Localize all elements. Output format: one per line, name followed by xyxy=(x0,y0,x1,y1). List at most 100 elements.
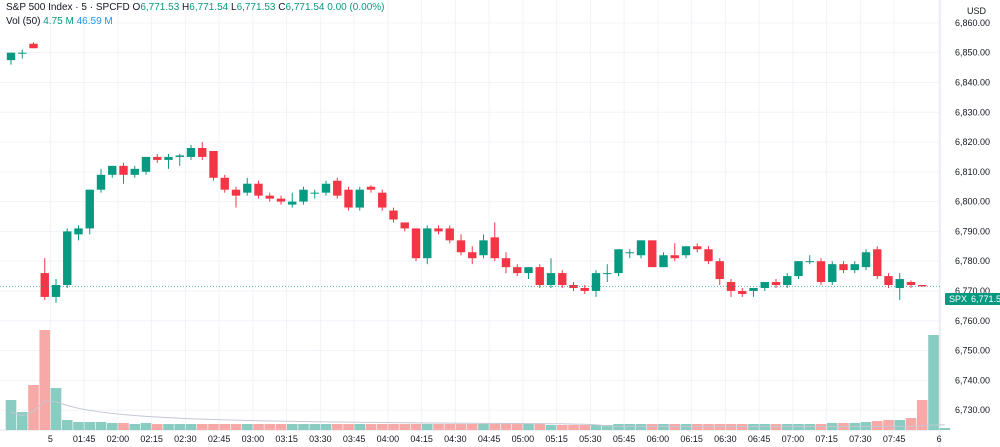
candle-body xyxy=(614,249,623,274)
close-label: C xyxy=(278,2,286,13)
candle-body xyxy=(468,252,477,259)
time-tick-label: 02:45 xyxy=(208,434,231,444)
candle-body xyxy=(445,228,454,241)
candle-body xyxy=(850,264,859,271)
low-value: 6,771.53 xyxy=(236,2,276,13)
volume-bar xyxy=(421,424,433,430)
time-tick-label: 6 xyxy=(937,434,942,444)
grid-lines xyxy=(0,0,941,447)
price-tick-label: 6,830.00 xyxy=(955,107,990,117)
volume-bar xyxy=(658,424,669,430)
candle-body xyxy=(231,189,241,196)
volume-bar xyxy=(39,330,51,430)
volume-bar xyxy=(264,424,276,430)
volume-bar xyxy=(185,424,197,430)
candle-body xyxy=(265,195,274,199)
volume-bar xyxy=(140,423,152,430)
volume-bar xyxy=(28,385,39,430)
candle-body xyxy=(771,282,781,286)
candle-body xyxy=(828,264,837,283)
time-tick-label: 03:30 xyxy=(309,434,332,444)
candle-body xyxy=(141,156,151,172)
price-tick-label: 6,810.00 xyxy=(955,167,990,177)
volume-bar xyxy=(174,424,186,430)
volume-bar xyxy=(5,400,17,430)
volume-bar xyxy=(241,424,253,430)
volume-bar xyxy=(466,424,478,430)
price-tick-label: 6,860.00 xyxy=(955,18,990,28)
time-tick-label: 07:45 xyxy=(883,434,906,444)
candle-body xyxy=(501,258,511,268)
high-value: 6,771.54 xyxy=(189,2,229,13)
time-tick-label: 07:15 xyxy=(815,434,838,444)
low-label: L xyxy=(231,2,237,13)
candle-body xyxy=(411,228,421,259)
candle-body xyxy=(895,279,904,288)
volume-ma-value: 46.59 M xyxy=(76,16,113,27)
volume-bar xyxy=(894,420,906,430)
candle-body xyxy=(310,192,319,194)
volume-bar xyxy=(95,422,107,430)
volume-bar xyxy=(298,424,309,430)
candle-body xyxy=(288,201,297,205)
volume-bar xyxy=(804,424,816,430)
volume-bar xyxy=(106,423,118,430)
legend-volume: Vol (50) 4.75 M 46.59 M xyxy=(6,16,113,27)
candle-body xyxy=(321,183,331,193)
symbol-title[interactable]: S&P 500 Index · 5 · SPCFD xyxy=(6,2,130,13)
time-tick-label: 04:15 xyxy=(410,434,433,444)
last-price-value: 6,771.54 xyxy=(971,294,1000,304)
volume-bar xyxy=(118,423,129,430)
price-axis[interactable]: 6,860.00 6,850.00 6,840.00 6,830.00 6,820.00… xyxy=(955,18,990,415)
price-tick-label: 6,800.00 xyxy=(955,197,990,207)
time-tick-label: 03:15 xyxy=(275,434,298,444)
price-tick-label: 6,740.00 xyxy=(955,375,990,385)
candle-body xyxy=(805,261,814,263)
volume-bar xyxy=(511,424,523,430)
time-tick-label: 04:45 xyxy=(478,434,501,444)
candle-body xyxy=(29,43,38,49)
candle-body xyxy=(85,189,94,229)
time-tick-label: 02:00 xyxy=(107,434,130,444)
volume-bar xyxy=(320,424,332,430)
volume-bar xyxy=(781,424,793,430)
candle-body xyxy=(276,198,286,202)
candle-body xyxy=(40,273,49,297)
currency-label[interactable]: USD xyxy=(966,6,986,16)
volume-bar xyxy=(793,424,804,430)
candle-body xyxy=(209,150,218,178)
volume-bar xyxy=(568,425,579,430)
candle-body xyxy=(299,189,308,202)
volume-value: 4.75 M xyxy=(43,16,74,27)
volume-ma-line xyxy=(10,400,945,427)
candle-body xyxy=(186,147,196,157)
candle-body xyxy=(794,261,803,277)
volume-bar xyxy=(736,424,748,430)
volume-bar xyxy=(748,424,759,430)
candle-body xyxy=(861,252,871,268)
volume-bar xyxy=(489,424,501,430)
candle-body xyxy=(749,287,758,291)
price-tick-label: 6,730.00 xyxy=(955,405,990,415)
volume-label[interactable]: Vol (50) xyxy=(6,16,41,27)
time-tick-label: 07:30 xyxy=(849,434,872,444)
candle-body xyxy=(715,261,724,280)
volume-bar xyxy=(163,424,174,430)
candle-body xyxy=(580,287,589,291)
candle-body xyxy=(783,276,792,286)
volume-bar xyxy=(624,424,636,430)
volume-bar xyxy=(556,425,568,430)
volume-bar xyxy=(905,418,917,430)
volume-bar xyxy=(129,424,141,430)
price-tick-label: 6,820.00 xyxy=(955,137,990,147)
volume-bar xyxy=(433,424,444,430)
volume-bar xyxy=(939,428,951,430)
candle-body xyxy=(693,246,702,250)
candle-body xyxy=(18,52,27,54)
time-tick-label: 01:45 xyxy=(73,434,96,444)
volume-bar xyxy=(579,425,591,430)
candle-body xyxy=(738,290,747,294)
time-axis[interactable]: 5 01:45 02:00 02:15 02:30 02:45 03:00 03:15 03:3… xyxy=(48,434,942,444)
